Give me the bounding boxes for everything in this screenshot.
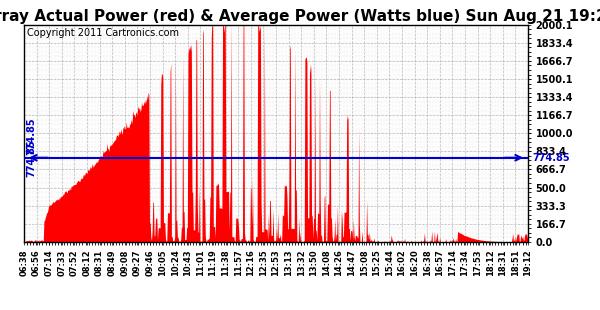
Text: 774.85: 774.85 xyxy=(27,117,37,155)
Text: 774.85: 774.85 xyxy=(532,153,570,163)
Text: Copyright 2011 Cartronics.com: Copyright 2011 Cartronics.com xyxy=(26,28,179,38)
Text: 774.85: 774.85 xyxy=(26,139,37,177)
Title: West Array Actual Power (red) & Average Power (Watts blue) Sun Aug 21 19:23: West Array Actual Power (red) & Average … xyxy=(0,9,600,24)
